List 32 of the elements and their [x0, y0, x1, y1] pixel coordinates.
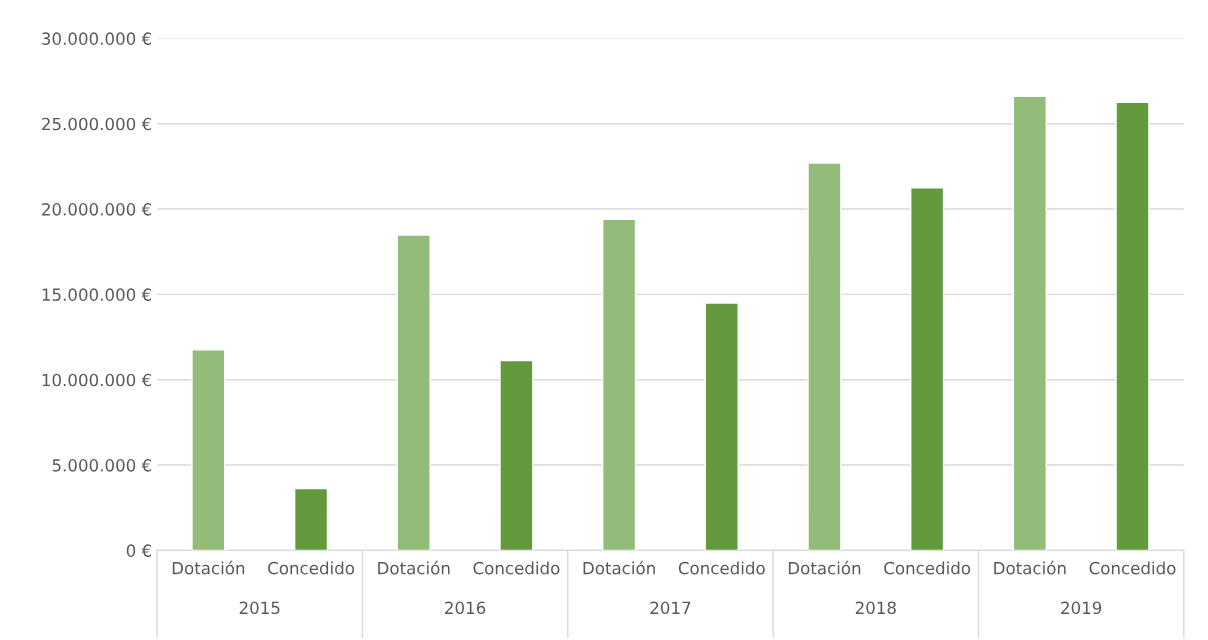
- x-tick-label: Concedido: [1089, 561, 1176, 575]
- x-tick-label: Dotación: [994, 560, 1066, 575]
- bar: [807, 162, 842, 551]
- x-tick-label: Concedido: [884, 561, 971, 575]
- text: 2019: [1061, 601, 1102, 615]
- bar: [396, 234, 431, 551]
- text: 2017: [650, 601, 691, 615]
- text: 2015: [239, 601, 280, 615]
- x-tick-label: Dotación: [583, 560, 655, 575]
- x-tick-label: Concedido: [678, 561, 765, 575]
- bar: [293, 487, 329, 551]
- text: 2018: [855, 601, 896, 615]
- y-tick-label: 5.000.000 €: [52, 459, 152, 472]
- bar: [1012, 95, 1047, 551]
- x-tick-label: Dotación: [172, 560, 245, 575]
- y-tick-label: 15.000.000 €: [42, 288, 152, 301]
- bar: [910, 187, 945, 551]
- x-tick-label: Dotación: [378, 560, 450, 575]
- y-tick-label: 20.000.000 €: [42, 203, 152, 216]
- bar: [704, 302, 739, 551]
- bar: [1115, 101, 1150, 551]
- y-tick-label: 30.000.000 €: [42, 32, 152, 45]
- bar: [191, 349, 226, 551]
- x-tick-label: Concedido: [268, 561, 355, 575]
- y-tick-label: 10.000.000 €: [42, 373, 152, 387]
- bar: [499, 359, 534, 551]
- x-tick-label: Dotación: [788, 560, 861, 575]
- text: 2016: [445, 601, 486, 615]
- y-tick-label: 25.000.000 €: [42, 117, 152, 131]
- x-tick-label: Concedido: [473, 561, 560, 575]
- y-tick-label: 0 €: [126, 544, 152, 557]
- bar: [601, 218, 637, 551]
